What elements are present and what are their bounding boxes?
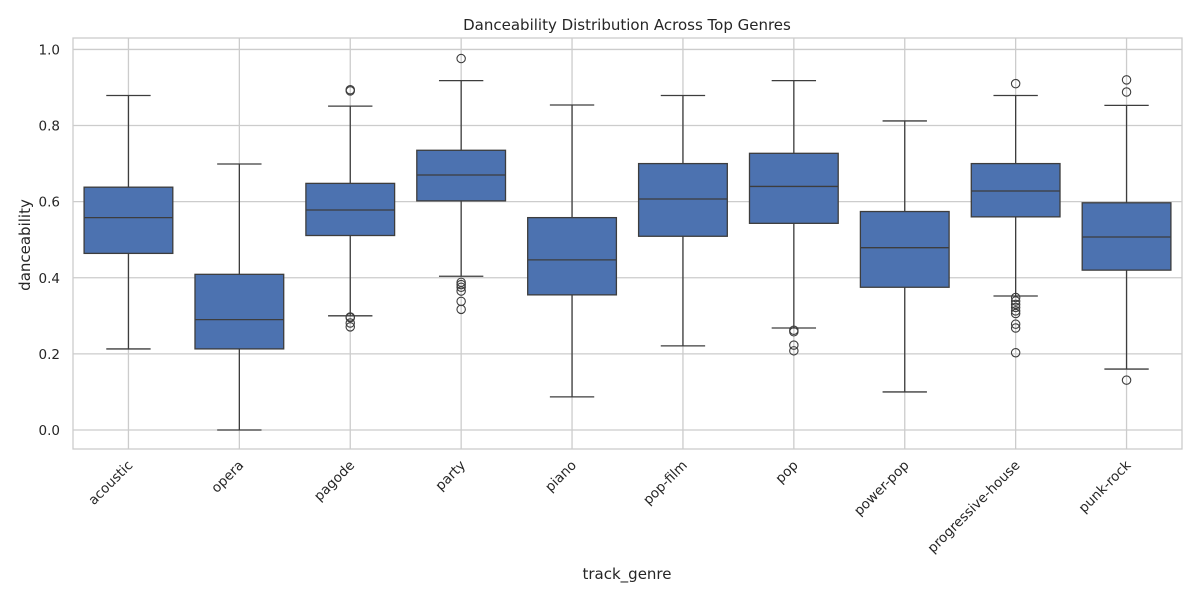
x-tick-label: pop-film xyxy=(640,458,691,509)
outlier-point xyxy=(1010,323,1021,333)
outlier-point xyxy=(1010,296,1021,306)
chart-title: Danceability Distribution Across Top Gen… xyxy=(463,16,791,34)
box-acoustic xyxy=(83,94,174,350)
box-opera xyxy=(194,163,285,431)
outlier-point xyxy=(1010,78,1021,89)
box-party xyxy=(416,53,507,315)
y-axis: 0.0 0.2 0.4 0.6 0.8 1.0 xyxy=(39,42,60,439)
y-tick-label: 0.4 xyxy=(39,271,60,287)
y-tick-label: 1.0 xyxy=(39,42,60,58)
box-piano xyxy=(527,104,618,398)
outlier-point xyxy=(1010,306,1021,316)
box-pagode xyxy=(305,85,396,332)
iqr-box xyxy=(859,210,950,288)
y-tick-label: 0.8 xyxy=(39,119,60,135)
x-tick-label: pagode xyxy=(311,458,358,505)
iqr-box xyxy=(527,216,618,296)
outlier-point xyxy=(345,312,355,322)
outlier-point xyxy=(345,85,355,95)
y-tick-label: 0.2 xyxy=(39,347,60,363)
outlier-point xyxy=(1010,308,1021,319)
plot-area-frame xyxy=(72,37,1183,450)
outlier-point xyxy=(1121,75,1132,85)
box-pop-film xyxy=(637,94,728,347)
outlier-point xyxy=(1010,347,1021,358)
box-progressive-house xyxy=(970,78,1061,358)
outlier-point xyxy=(456,279,466,290)
iqr-box xyxy=(748,152,839,224)
y-tick-label: 0.6 xyxy=(39,195,60,211)
outlier-point xyxy=(1010,302,1021,313)
x-tick-label: punk-rock xyxy=(1076,457,1135,516)
outlier-point xyxy=(789,340,799,350)
outlier-point xyxy=(1121,87,1132,97)
outlier-point xyxy=(456,296,466,307)
outlier-point xyxy=(1010,292,1021,303)
x-tick-label: party xyxy=(432,458,469,495)
outlier-point xyxy=(789,346,799,356)
x-tick-label: power-pop xyxy=(851,458,913,520)
iqr-box xyxy=(637,162,728,237)
iqr-box xyxy=(194,273,285,350)
iqr-box xyxy=(970,162,1061,218)
outlier-point xyxy=(345,322,355,332)
outlier-point xyxy=(456,277,466,288)
iqr-box xyxy=(83,186,174,255)
box-pop xyxy=(748,79,839,356)
y-tick-label: 0.0 xyxy=(39,423,60,439)
x-axis: acoustic opera pagode party piano pop-film pop… xyxy=(85,457,1134,556)
outlier-point xyxy=(345,318,355,328)
box-series xyxy=(83,53,1172,431)
outlier-point xyxy=(789,325,799,336)
x-tick-label: piano xyxy=(542,458,580,496)
x-tick-label: acoustic xyxy=(85,458,136,509)
x-tick-label: progressive-house xyxy=(925,458,1024,557)
outlier-point xyxy=(456,282,466,293)
x-tick-label: pop xyxy=(772,458,801,487)
x-tick-label: opera xyxy=(208,458,247,497)
box-power-pop xyxy=(859,120,950,393)
x-axis-label: track_genre xyxy=(583,565,672,584)
outlier-point xyxy=(1121,375,1132,385)
outlier-point xyxy=(1010,299,1021,310)
outlier-point xyxy=(456,53,466,64)
outlier-point xyxy=(1010,319,1021,329)
y-axis-label: danceability xyxy=(16,199,34,291)
box-punk-rock xyxy=(1081,75,1172,385)
